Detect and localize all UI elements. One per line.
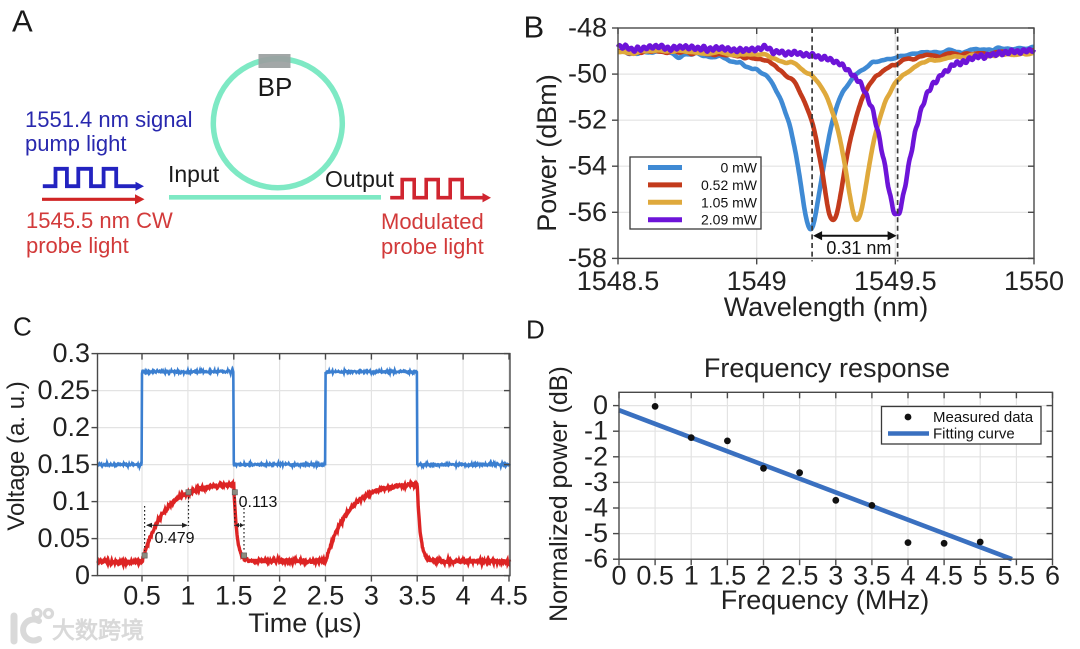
svg-text:Power (dBm): Power (dBm) (532, 74, 562, 232)
svg-text:3: 3 (828, 561, 843, 591)
svg-text:0: 0 (593, 390, 608, 420)
svg-text:4: 4 (900, 561, 915, 591)
svg-text:4.5: 4.5 (490, 581, 528, 611)
svg-text:Measured data: Measured data (933, 409, 1034, 426)
svg-text:1550: 1550 (1004, 266, 1064, 296)
svg-text:-2: -2 (584, 441, 608, 471)
svg-text:B: B (524, 9, 545, 44)
svg-text:Modulated: Modulated (381, 209, 484, 234)
svg-text:1.5: 1.5 (709, 561, 747, 591)
svg-text:0.25: 0.25 (37, 375, 90, 405)
svg-text:大数跨境: 大数跨境 (52, 617, 144, 643)
svg-text:1.05 mW: 1.05 mW (701, 194, 758, 210)
svg-text:pump light: pump light (25, 131, 127, 156)
svg-text:3: 3 (364, 581, 379, 611)
svg-text:probe light: probe light (26, 233, 129, 258)
svg-text:0: 0 (611, 561, 626, 591)
svg-text:2.09 mW: 2.09 mW (701, 212, 758, 228)
svg-text:1: 1 (180, 581, 195, 611)
svg-text:Normalized power (dB): Normalized power (dB) (545, 366, 573, 622)
svg-text:0.113: 0.113 (239, 494, 278, 511)
svg-text:0.52 mW: 0.52 mW (701, 177, 758, 193)
svg-text:5: 5 (973, 561, 988, 591)
svg-text:0.1: 0.1 (52, 486, 90, 516)
svg-text:1549: 1549 (727, 266, 787, 296)
svg-text:0.3: 0.3 (52, 338, 90, 368)
svg-text:3.5: 3.5 (398, 581, 436, 611)
svg-text:1: 1 (684, 561, 699, 591)
svg-text:2: 2 (272, 581, 287, 611)
svg-text:0.31 nm: 0.31 nm (826, 238, 891, 258)
svg-text:-5: -5 (584, 518, 608, 548)
svg-text:BP: BP (258, 72, 293, 102)
svg-text:0.15: 0.15 (37, 449, 90, 479)
svg-text:Frequency response: Frequency response (704, 353, 950, 383)
svg-text:0: 0 (75, 560, 90, 590)
svg-text:-4: -4 (584, 493, 608, 523)
svg-text:-56: -56 (568, 197, 607, 227)
svg-text:3.5: 3.5 (853, 561, 891, 591)
svg-text:2.5: 2.5 (307, 581, 345, 611)
svg-text:probe light: probe light (381, 234, 484, 259)
svg-text:Output: Output (325, 166, 395, 192)
svg-text:6: 6 (1045, 561, 1060, 591)
svg-text:-52: -52 (568, 105, 607, 135)
svg-text:Input: Input (168, 161, 220, 187)
svg-text:Time (µs): Time (µs) (248, 608, 362, 638)
svg-text:1.5: 1.5 (215, 581, 253, 611)
svg-text:Voltage (a. u.): Voltage (a. u.) (3, 381, 30, 530)
svg-text:4: 4 (456, 581, 471, 611)
svg-text:2.5: 2.5 (781, 561, 819, 591)
svg-text:0.5: 0.5 (123, 581, 161, 611)
svg-text:0.5: 0.5 (636, 561, 674, 591)
svg-text:0.05: 0.05 (37, 523, 90, 553)
svg-text:1549.5: 1549.5 (854, 266, 937, 296)
svg-text:-6: -6 (584, 544, 608, 574)
svg-text:A: A (12, 4, 33, 39)
svg-text:Frequency (MHz): Frequency (MHz) (721, 585, 930, 615)
svg-text:4.5: 4.5 (925, 561, 963, 591)
svg-text:0 mW: 0 mW (720, 160, 757, 176)
svg-text:C: C (13, 312, 32, 342)
svg-text:-3: -3 (584, 467, 608, 497)
svg-text:-50: -50 (568, 59, 607, 89)
svg-text:Wavelength (nm): Wavelength (nm) (724, 292, 929, 322)
svg-text:0.2: 0.2 (52, 412, 90, 442)
svg-text:1551.4 nm signal: 1551.4 nm signal (25, 107, 193, 132)
svg-text:-1: -1 (584, 416, 608, 446)
svg-text:-54: -54 (568, 151, 607, 181)
svg-text:-48: -48 (568, 13, 607, 43)
svg-text:-58: -58 (568, 243, 607, 273)
svg-text:2: 2 (756, 561, 771, 591)
svg-text:1545.5 nm CW: 1545.5 nm CW (26, 208, 173, 233)
svg-text:1548.5: 1548.5 (577, 266, 660, 296)
svg-text:Fitting curve: Fitting curve (933, 426, 1015, 443)
svg-text:D: D (526, 315, 545, 345)
svg-text:0.479: 0.479 (155, 530, 195, 547)
svg-text:5.5: 5.5 (998, 561, 1036, 591)
